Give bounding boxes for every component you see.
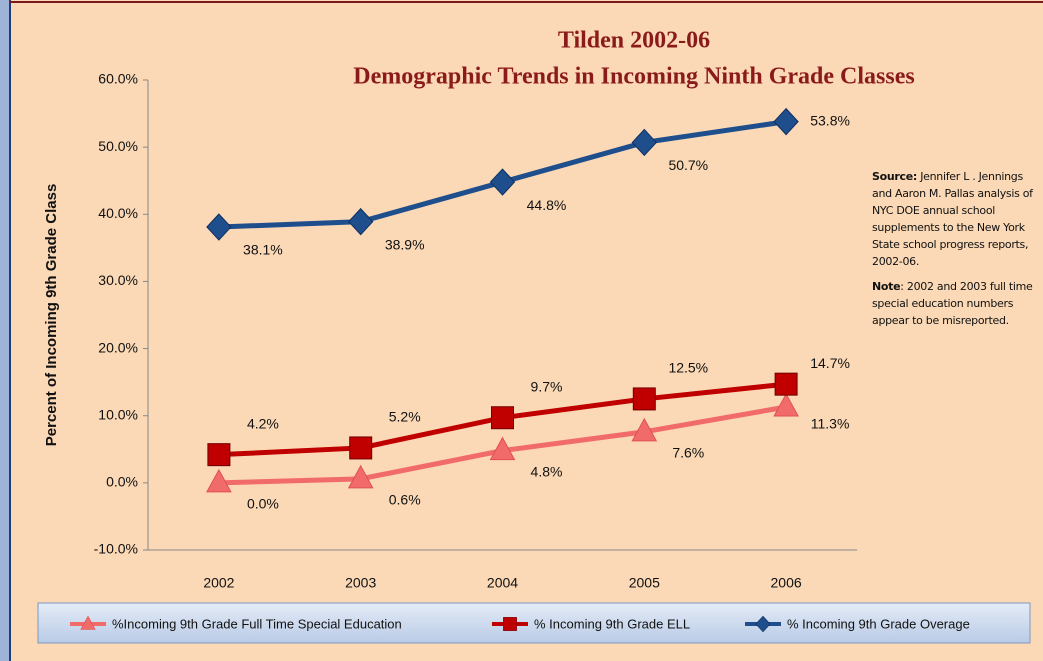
data-label: 4.8% (531, 463, 563, 479)
data-point (631, 128, 657, 157)
data-point (347, 464, 374, 489)
legend-label: % Incoming 9th Grade ELL (534, 616, 690, 631)
data-label: 4.2% (247, 415, 279, 431)
y-tick-label: 40.0% (98, 205, 138, 221)
data-point (206, 213, 232, 241)
legend-marker (503, 617, 517, 631)
data-point (773, 392, 799, 417)
data-point (631, 417, 658, 442)
y-tick-label: 60.0% (98, 71, 138, 87)
chart-title: Tilden 2002-06 (558, 28, 710, 54)
data-label: 50.7% (668, 157, 708, 173)
data-label: 0.6% (389, 492, 421, 508)
data-point (206, 468, 232, 493)
y-tick-label: 20.0% (98, 339, 138, 355)
source-note: Source: Jennifer L . Jennings and Aaron … (872, 168, 1040, 270)
data-label: 9.7% (531, 378, 563, 394)
legend-marker (80, 615, 96, 630)
chart-subtitle: Demographic Trends in Incoming Ninth Gra… (353, 64, 914, 90)
data-label: 12.5% (668, 360, 708, 376)
data-point (632, 387, 656, 411)
note-label: Note (872, 280, 901, 293)
data-point (349, 436, 373, 460)
y-tick-label: -10.0% (94, 541, 138, 557)
data-label: 53.8% (810, 112, 850, 128)
legend-label: %Incoming 9th Grade Full Time Special Ed… (112, 616, 402, 631)
data-label: 14.7% (810, 355, 850, 371)
data-point (489, 436, 516, 461)
legend-marker (755, 615, 771, 633)
x-tick-label: 2006 (771, 575, 802, 591)
data-point (348, 207, 374, 236)
data-point (207, 443, 231, 467)
data-point (489, 168, 516, 196)
data-point (773, 107, 799, 136)
x-tick-label: 2005 (629, 575, 660, 591)
data-label: 5.2% (389, 409, 421, 425)
data-label: 11.3% (811, 416, 850, 432)
data-label: 0.0% (247, 496, 279, 512)
data-point (774, 372, 798, 396)
data-label: 38.1% (243, 242, 283, 258)
y-tick-label: 50.0% (98, 138, 138, 154)
data-label: 38.9% (385, 236, 425, 252)
legend-label: % Incoming 9th Grade Overage (787, 616, 970, 631)
x-tick-label: 2002 (203, 575, 234, 591)
y-tick-label: 30.0% (98, 272, 138, 288)
legend-box (37, 602, 1031, 644)
side-panel (0, 0, 9, 661)
data-label: 7.6% (672, 445, 704, 461)
y-tick-label: 0.0% (106, 474, 138, 490)
note-text: : 2002 and 2003 full time special educat… (872, 280, 1033, 327)
y-axis-label: Percent of Incoming 9th Grade Class (43, 184, 60, 447)
notes: Source: Jennifer L . Jennings and Aaron … (872, 168, 1040, 337)
data-label: 44.8% (527, 197, 567, 213)
y-tick-label: 10.0% (98, 406, 138, 422)
note: Note: 2002 and 2003 full time special ed… (872, 278, 1040, 329)
x-tick-label: 2003 (345, 575, 376, 591)
source-text: Jennifer L . Jennings and Aaron M. Palla… (872, 170, 1033, 268)
source-label: Source: (872, 170, 918, 183)
x-tick-label: 2004 (487, 575, 518, 591)
data-point (491, 406, 514, 430)
